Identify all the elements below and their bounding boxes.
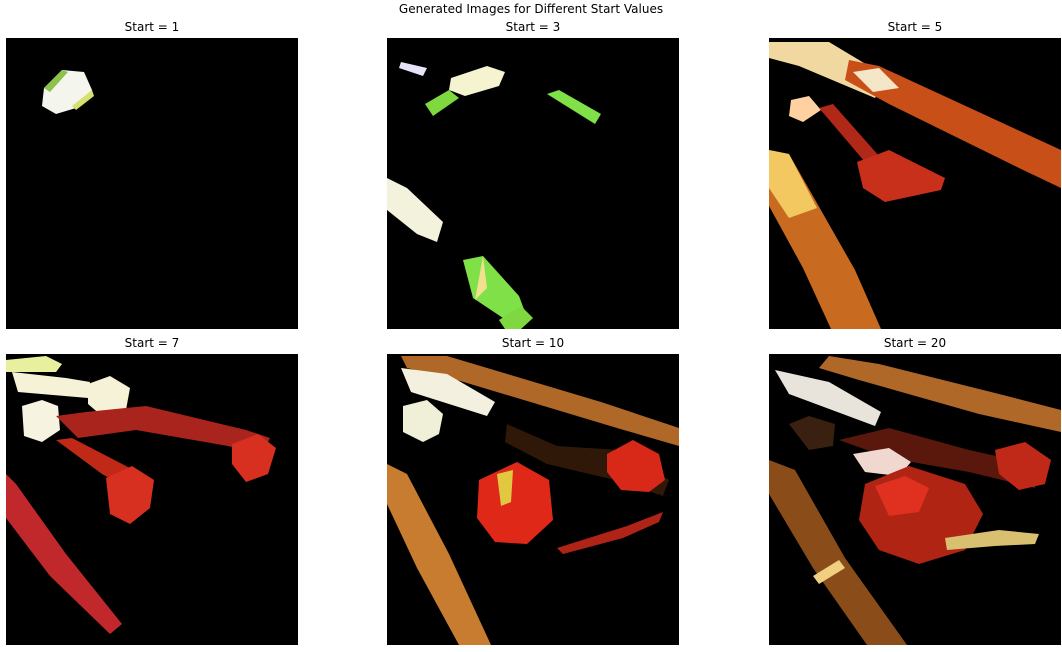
generated-image-start-3 <box>387 38 679 329</box>
panel-title: Start = 3 <box>505 20 561 34</box>
panel-title: Start = 10 <box>501 336 565 350</box>
generated-image-start-7 <box>6 354 298 645</box>
generated-image-start-10 <box>387 354 679 645</box>
figure-title: Generated Images for Different Start Val… <box>398 2 664 16</box>
generated-image-start-5 <box>769 38 1061 329</box>
panel-title: Start = 20 <box>883 336 947 350</box>
panel-title: Start = 7 <box>124 336 180 350</box>
generated-image-start-1 <box>6 38 298 329</box>
panel-title: Start = 5 <box>887 20 943 34</box>
panel-title: Start = 1 <box>124 20 180 34</box>
generated-image-start-20 <box>769 354 1061 645</box>
